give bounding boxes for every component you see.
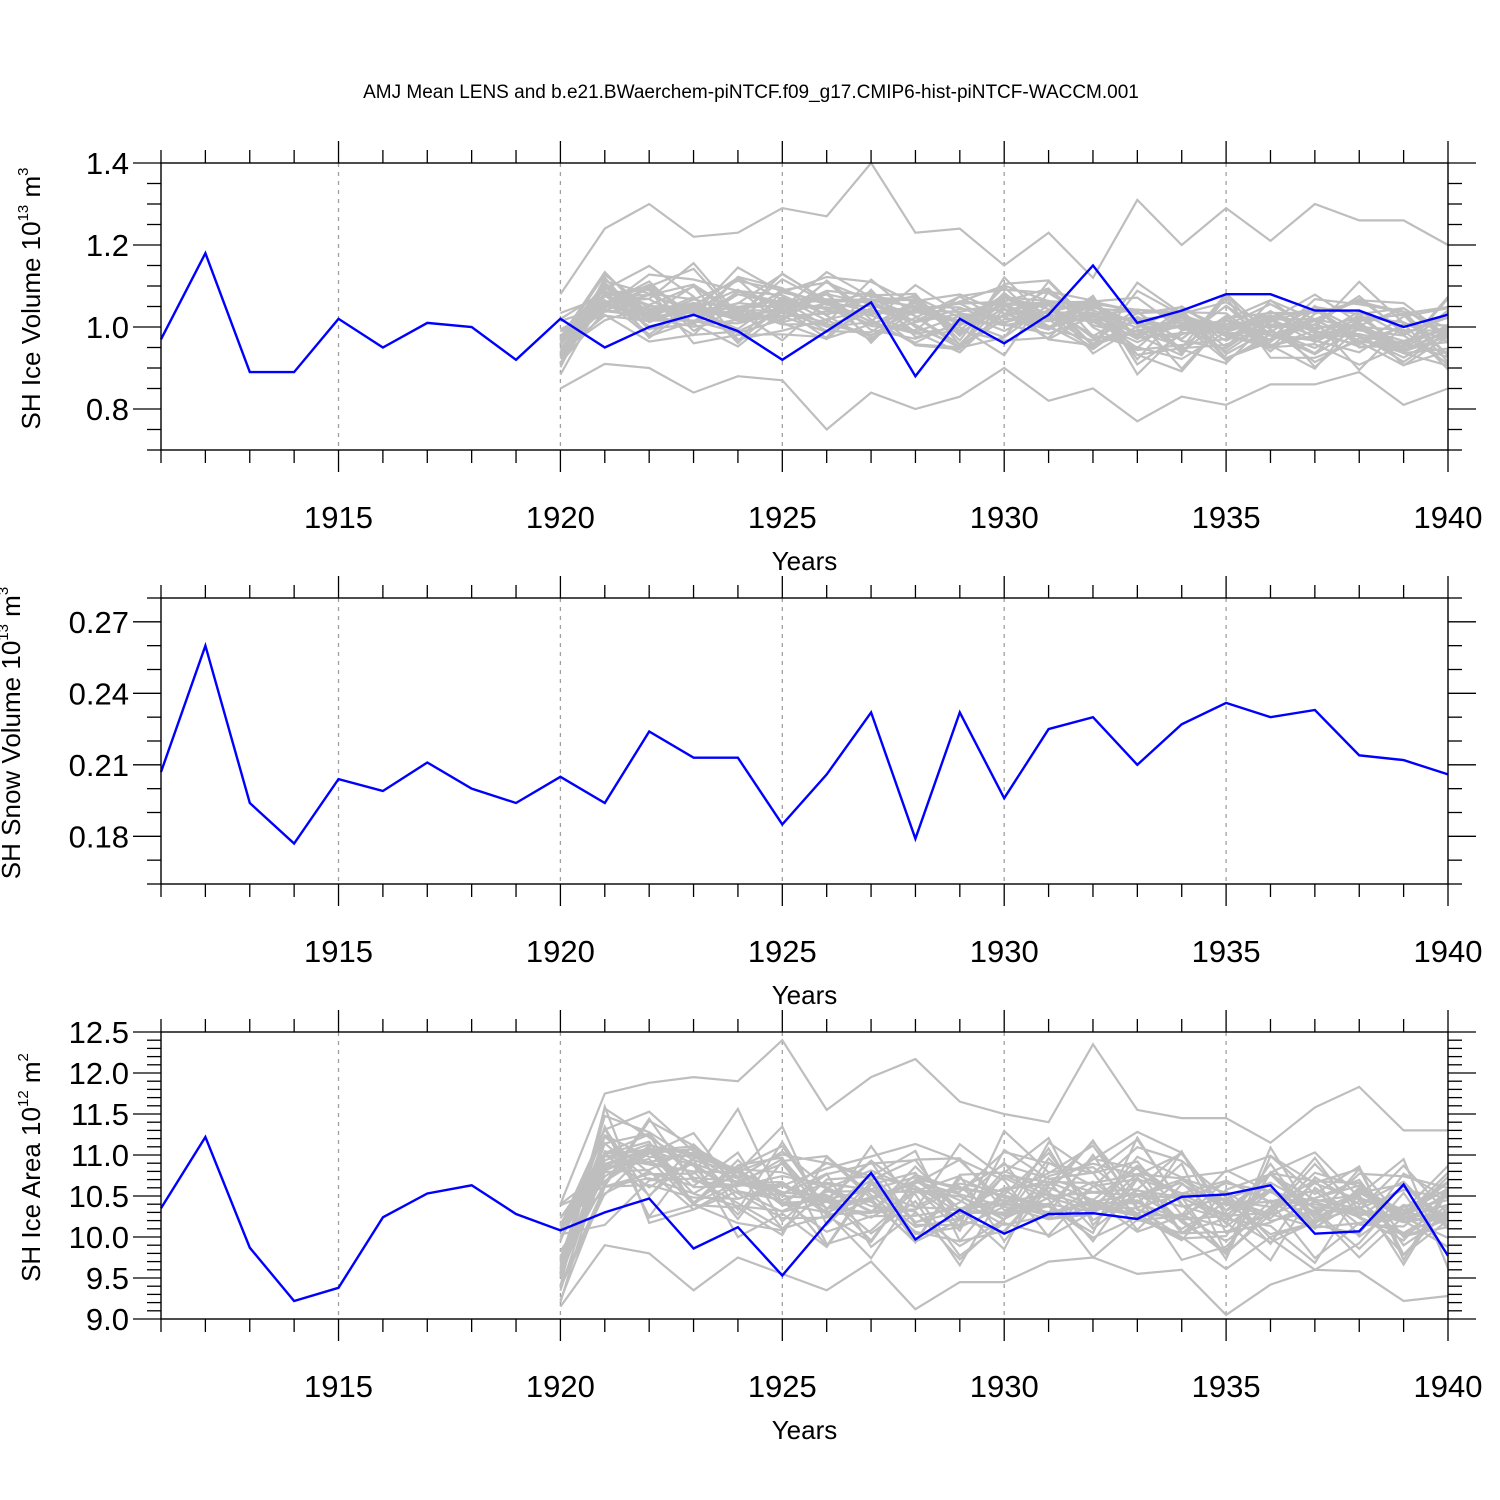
figure-title: AMJ Mean LENS and b.e21.BWaerchem-piNTCF… bbox=[363, 82, 1139, 103]
y-tick-label: 10.0 bbox=[69, 1220, 129, 1255]
y-axis-title-unit: m bbox=[0, 595, 26, 624]
x-tick-label: 1935 bbox=[1192, 500, 1261, 535]
x-tick-label: 1930 bbox=[970, 1369, 1039, 1404]
panel-middle-snow-volume: 1915 1920 1925 1930 1935 1940 Years 0.18 0.21 0.2… bbox=[0, 576, 1482, 1010]
y-tick-label: 0.27 bbox=[69, 605, 129, 640]
x-tick-label: 1935 bbox=[1192, 934, 1261, 969]
ensemble-member-line bbox=[559, 293, 1449, 360]
y-tick-label: 0.8 bbox=[86, 392, 129, 427]
y-tick-label: 9.5 bbox=[86, 1261, 129, 1296]
ensemble-member-line bbox=[559, 1038, 1448, 1205]
x-tick-label: 1920 bbox=[526, 1369, 595, 1404]
ensemble-member-line bbox=[559, 1144, 1449, 1301]
ensemble-member-line bbox=[559, 288, 1449, 350]
panel-top-ice-volume: 1915 1920 1925 1930 1935 1940 Years 0.8 1.0 1.2 1.… bbox=[15, 141, 1482, 576]
ensemble-member-line bbox=[559, 293, 1449, 373]
model-run-line bbox=[159, 1134, 1450, 1303]
ensemble-member-line bbox=[559, 281, 1449, 344]
x-tick-label: 1930 bbox=[970, 500, 1039, 535]
y-axis-title-unit-exp: 3 bbox=[15, 167, 32, 175]
plot-frame bbox=[160, 1031, 1449, 1320]
y-axis-title: SH Snow Volume 1013 m3 bbox=[0, 587, 26, 879]
y-axis-title-exp: 13 bbox=[0, 624, 12, 641]
y-tick-label: 0.24 bbox=[69, 676, 129, 711]
y-tick-label: 1.0 bbox=[86, 310, 129, 345]
ensemble-member-line bbox=[559, 362, 1449, 432]
x-axis-title: Years bbox=[772, 546, 838, 576]
ensemble-member-line bbox=[559, 270, 1449, 359]
ensemble-member-line bbox=[559, 1106, 1449, 1286]
ensemble-member-line bbox=[559, 1114, 1449, 1274]
y-axis-title-text: SH Snow Volume 10 bbox=[0, 641, 26, 879]
ensemble-member-line bbox=[559, 1143, 1449, 1278]
x-tick-label: 1940 bbox=[1414, 1369, 1483, 1404]
model-run-line bbox=[159, 641, 1449, 846]
ensemble-member-line bbox=[559, 1116, 1449, 1265]
ensemble-member-line bbox=[559, 1129, 1449, 1288]
y-axis-title: SH Ice Volume 1013 m3 bbox=[15, 167, 46, 429]
y-axis-title-exp: 13 bbox=[15, 205, 32, 222]
x-tick-label: 1920 bbox=[526, 934, 595, 969]
ensemble-member-line bbox=[559, 287, 1449, 372]
x-tick-label: 1915 bbox=[304, 934, 373, 969]
y-axis-title-exp: 12 bbox=[15, 1090, 32, 1107]
model-run-line bbox=[159, 250, 1449, 379]
ensemble-member-line bbox=[559, 1124, 1449, 1292]
x-axis-title: Years bbox=[772, 980, 838, 1010]
panel-bottom-ice-area: 1915 1920 1925 1930 1935 1940 Years 9.0 9.5 10.0 1… bbox=[15, 1010, 1482, 1445]
y-axis-title-unit: m bbox=[16, 1061, 46, 1090]
ensemble-member-line bbox=[559, 267, 1449, 366]
y-tick-label: 0.18 bbox=[69, 819, 129, 854]
x-tick-label: 1930 bbox=[970, 934, 1039, 969]
ensemble-member-line bbox=[559, 1243, 1449, 1317]
y-axis-title-text: SH Ice Volume 10 bbox=[16, 221, 46, 429]
y-axis-title: SH Ice Area 1012 m2 bbox=[15, 1053, 46, 1282]
ensemble-member-line bbox=[560, 1157, 1450, 1269]
plot-frame bbox=[160, 597, 1449, 885]
y-tick-label: 12.0 bbox=[69, 1056, 129, 1091]
y-tick-label: 9.0 bbox=[86, 1302, 129, 1337]
ensemble-member-line bbox=[559, 273, 1449, 338]
x-tick-label: 1940 bbox=[1414, 934, 1483, 969]
x-tick-label: 1915 bbox=[304, 1369, 373, 1404]
y-axis-title-unit-exp: 3 bbox=[0, 587, 12, 595]
ensemble-member-line bbox=[559, 161, 1449, 295]
x-axis-title: Years bbox=[772, 1415, 838, 1445]
x-tick-label: 1935 bbox=[1192, 1369, 1261, 1404]
x-tick-label: 1925 bbox=[748, 934, 817, 969]
x-tick-label: 1925 bbox=[748, 1369, 817, 1404]
ensemble-member-line bbox=[559, 1146, 1449, 1257]
ensemble-member-line bbox=[559, 1146, 1449, 1247]
y-tick-label: 10.5 bbox=[69, 1179, 129, 1214]
y-tick-label: 12.5 bbox=[69, 1015, 129, 1050]
y-axis-title-text: SH Ice Area 10 bbox=[16, 1107, 46, 1282]
y-tick-label: 11.5 bbox=[71, 1097, 129, 1132]
y-tick-label: 1.2 bbox=[86, 228, 129, 263]
y-tick-label: 1.4 bbox=[86, 146, 129, 181]
x-tick-label: 1920 bbox=[526, 500, 595, 535]
y-tick-label: 0.21 bbox=[69, 748, 129, 783]
ensemble-member-line bbox=[559, 1146, 1449, 1275]
y-axis-title-unit-exp: 2 bbox=[15, 1053, 32, 1061]
x-tick-label: 1925 bbox=[748, 500, 817, 535]
x-tick-label: 1915 bbox=[304, 500, 373, 535]
y-axis-title-unit: m bbox=[16, 176, 46, 205]
ensemble-member-line bbox=[559, 266, 1449, 346]
x-tick-label: 1940 bbox=[1414, 500, 1483, 535]
y-tick-label: 11.0 bbox=[71, 1138, 129, 1173]
